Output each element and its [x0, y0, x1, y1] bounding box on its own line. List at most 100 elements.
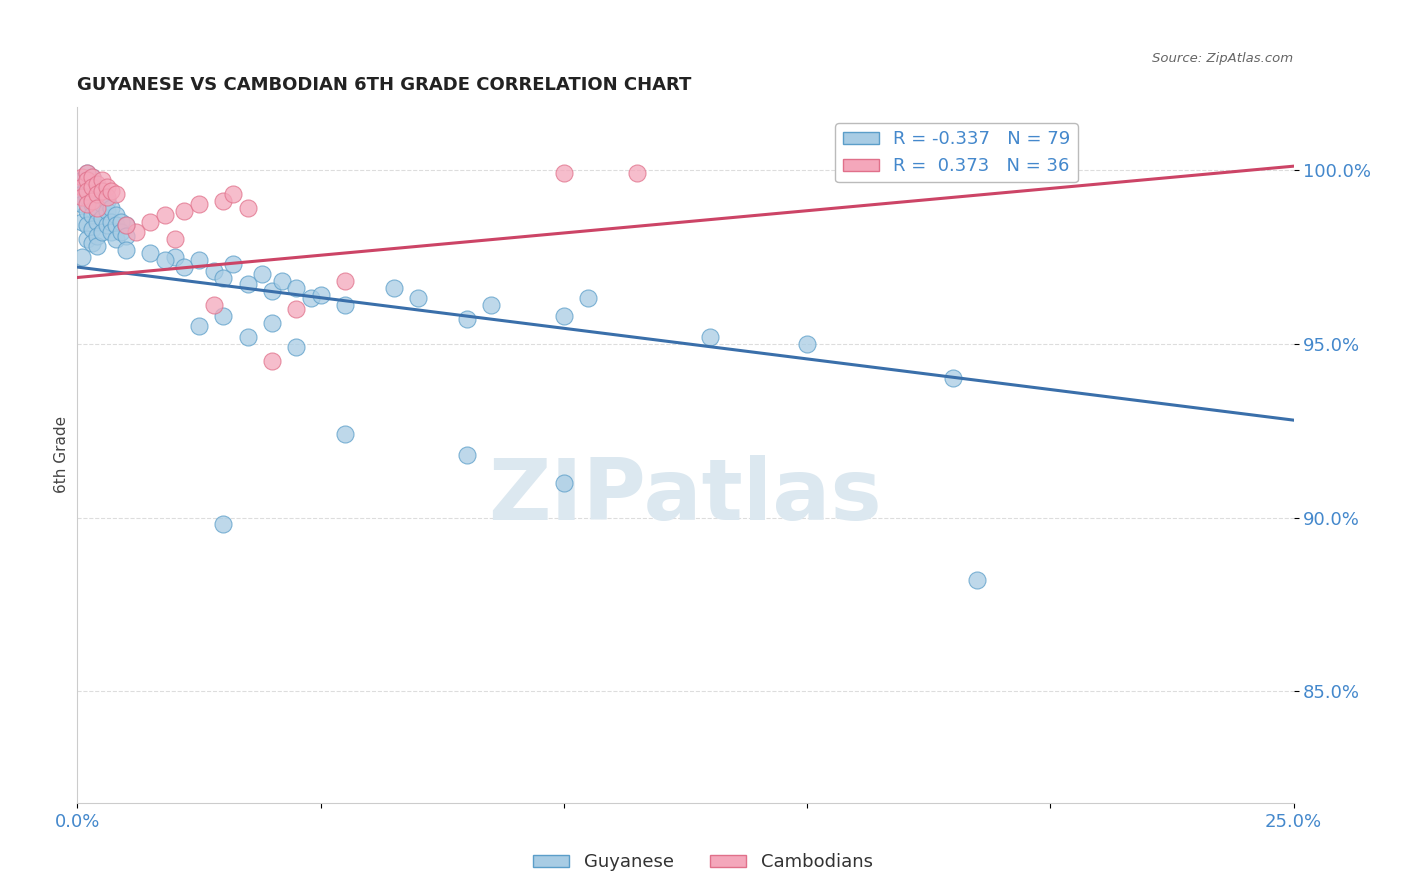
Text: GUYANESE VS CAMBODIAN 6TH GRADE CORRELATION CHART: GUYANESE VS CAMBODIAN 6TH GRADE CORRELAT…	[77, 77, 692, 95]
Point	[260, 354, 283, 368]
Point	[100, 201, 122, 215]
Point	[309, 288, 332, 302]
Point	[105, 208, 128, 222]
Legend: R = -0.337   N = 79, R =  0.373   N = 36: R = -0.337 N = 79, R = 0.373 N = 36	[835, 123, 1078, 183]
Point	[76, 190, 98, 204]
Point	[163, 250, 186, 264]
Point	[86, 215, 108, 229]
Point	[173, 260, 195, 274]
Point	[110, 215, 132, 229]
Point	[236, 329, 259, 343]
Point	[285, 301, 308, 316]
Point	[70, 173, 93, 187]
Point	[96, 180, 118, 194]
Point	[70, 215, 93, 229]
Text: Source: ZipAtlas.com: Source: ZipAtlas.com	[1153, 53, 1294, 65]
Legend: Guyanese, Cambodians: Guyanese, Cambodians	[526, 847, 880, 879]
Point	[90, 197, 112, 211]
Point	[70, 190, 93, 204]
Point	[153, 208, 176, 222]
Point	[285, 281, 308, 295]
Point	[76, 166, 98, 180]
Point	[86, 201, 108, 215]
Point	[115, 243, 138, 257]
Point	[105, 219, 128, 233]
Point	[70, 180, 93, 194]
Point	[163, 232, 186, 246]
Point	[86, 190, 108, 204]
Point	[76, 173, 98, 187]
Point	[90, 225, 112, 239]
Point	[188, 253, 211, 268]
Point	[222, 186, 245, 201]
Point	[212, 194, 235, 208]
Point	[299, 291, 322, 305]
Point	[212, 309, 235, 323]
Point	[173, 204, 195, 219]
Point	[212, 270, 235, 285]
Point	[105, 186, 128, 201]
Point	[70, 197, 93, 211]
Point	[406, 291, 429, 305]
Point	[236, 277, 259, 292]
Point	[80, 169, 103, 184]
Point	[270, 274, 292, 288]
Point	[90, 173, 112, 187]
Y-axis label: 6th Grade: 6th Grade	[53, 417, 69, 493]
Point	[70, 250, 93, 264]
Point	[942, 371, 965, 385]
Point	[115, 219, 138, 233]
Point	[90, 186, 112, 201]
Point	[479, 298, 502, 312]
Point	[96, 204, 118, 219]
Point	[553, 309, 575, 323]
Point	[86, 180, 108, 194]
Point	[966, 573, 988, 587]
Point	[80, 186, 103, 201]
Point	[96, 194, 118, 208]
Point	[80, 194, 103, 208]
Point	[80, 208, 103, 222]
Point	[80, 180, 103, 194]
Point	[553, 166, 575, 180]
Point	[796, 336, 818, 351]
Point	[80, 221, 103, 235]
Point	[236, 201, 259, 215]
Point	[80, 235, 103, 250]
Point	[110, 225, 132, 239]
Point	[139, 246, 162, 260]
Point	[212, 517, 235, 532]
Point	[333, 427, 356, 442]
Point	[222, 256, 245, 270]
Point	[553, 475, 575, 490]
Point	[80, 197, 103, 211]
Point	[76, 232, 98, 246]
Point	[80, 169, 103, 184]
Point	[626, 166, 648, 180]
Point	[76, 166, 98, 180]
Point	[333, 298, 356, 312]
Point	[188, 197, 211, 211]
Point	[76, 204, 98, 219]
Text: ZIPatlas: ZIPatlas	[488, 455, 883, 538]
Point	[70, 186, 93, 201]
Point	[86, 177, 108, 191]
Point	[260, 316, 283, 330]
Point	[86, 204, 108, 219]
Point	[100, 225, 122, 239]
Point	[250, 267, 273, 281]
Point	[76, 219, 98, 233]
Point	[202, 263, 225, 277]
Point	[285, 340, 308, 354]
Point	[576, 291, 599, 305]
Point	[115, 219, 138, 233]
Point	[139, 215, 162, 229]
Point	[105, 232, 128, 246]
Point	[86, 239, 108, 253]
Point	[456, 312, 478, 326]
Point	[188, 319, 211, 334]
Point	[76, 197, 98, 211]
Point	[456, 448, 478, 462]
Point	[260, 285, 283, 299]
Point	[90, 184, 112, 198]
